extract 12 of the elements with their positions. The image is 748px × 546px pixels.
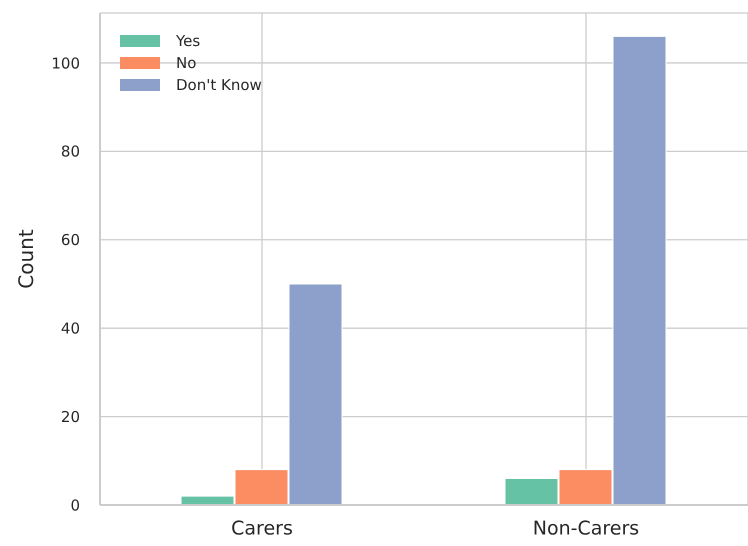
y-tick-label: 0	[70, 496, 80, 514]
x-tick-label: Non-Carers	[532, 517, 640, 540]
legend-label: Don't Know	[176, 75, 262, 96]
y-tick-label: 60	[60, 231, 80, 250]
y-tick-label: 20	[60, 408, 80, 426]
y-tick-label: 40	[60, 320, 80, 338]
y-tick-label: 100	[51, 54, 80, 72]
legend-label: Yes	[176, 31, 200, 52]
y-axis-title: Count	[14, 229, 38, 289]
legend-label: No	[176, 53, 196, 74]
x-tick-label: Carers	[231, 517, 293, 540]
y-tick-label: 80	[60, 142, 80, 161]
